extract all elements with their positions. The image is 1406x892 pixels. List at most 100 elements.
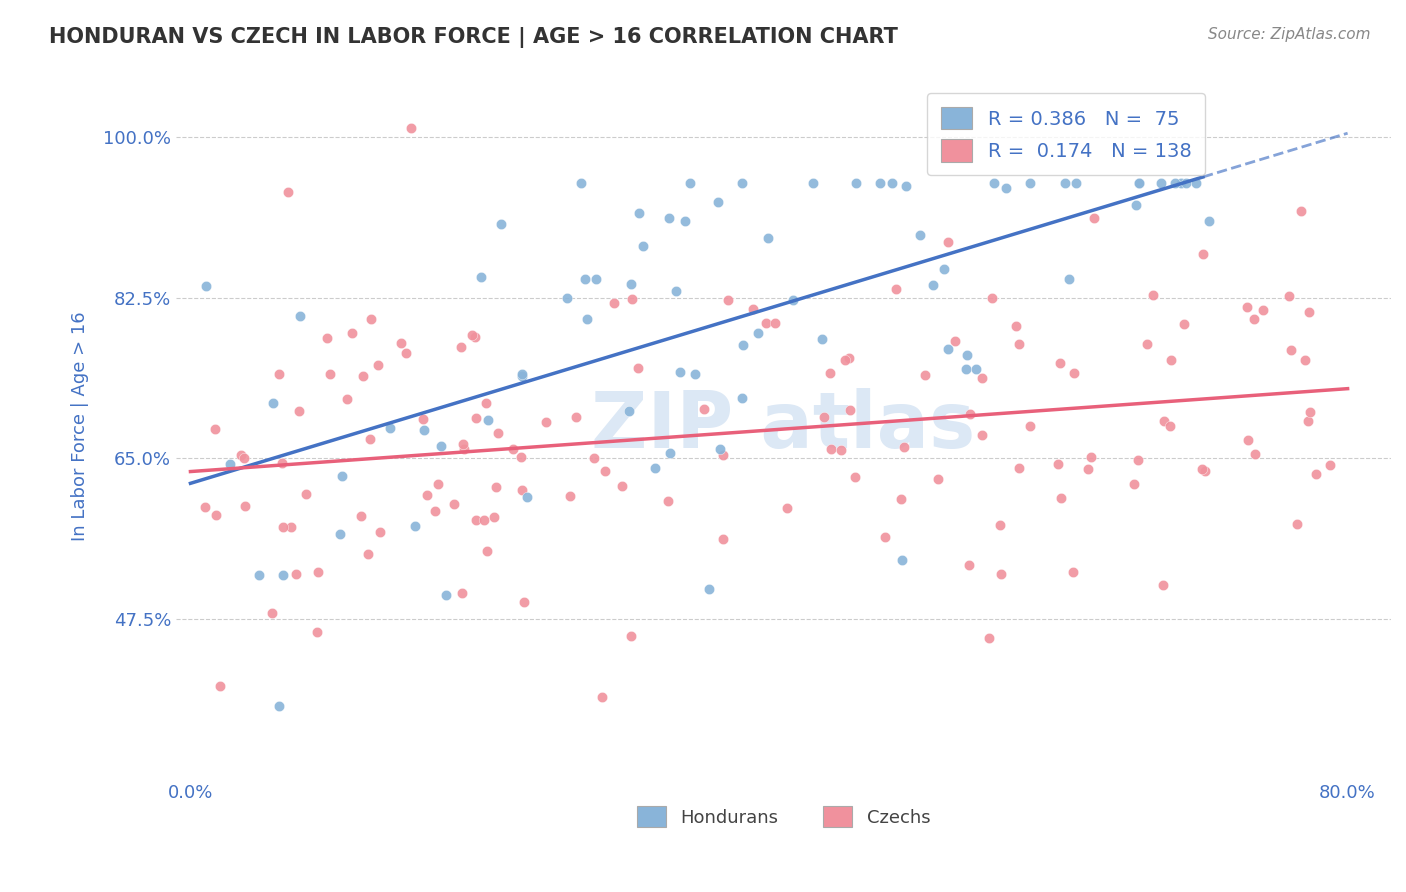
Point (990, 566, 1012, 581)
Point (477, 412, 499, 426)
Point (513, 595, 536, 609)
Point (908, 227, 931, 242)
Point (510, 368, 533, 382)
Point (658, 211, 681, 226)
Point (307, 624, 329, 639)
Point (756, 231, 779, 245)
Point (1153, 414, 1175, 428)
Point (233, 499, 256, 513)
Point (1047, 457, 1070, 471)
Point (1128, 176, 1150, 190)
Point (352, 368, 374, 383)
Point (956, 348, 979, 362)
Point (1125, 198, 1147, 212)
Point (620, 277, 643, 291)
Point (231, 448, 253, 462)
Text: Source: ZipAtlas.com: Source: ZipAtlas.com (1208, 27, 1371, 42)
Point (591, 690, 613, 704)
Point (489, 217, 512, 231)
Point (287, 404, 309, 418)
Point (1128, 176, 1150, 190)
Point (269, 367, 291, 381)
Point (922, 278, 945, 293)
Point (875, 530, 897, 544)
Point (1054, 176, 1077, 190)
Point (412, 412, 434, 426)
Point (603, 295, 626, 310)
Point (697, 582, 720, 596)
Point (1251, 302, 1274, 317)
Point (896, 179, 918, 194)
Point (482, 509, 505, 524)
Point (249, 567, 271, 582)
Point (1294, 353, 1316, 368)
Point (1008, 337, 1031, 351)
Point (404, 519, 426, 533)
Point (955, 362, 977, 376)
Point (260, 606, 283, 620)
Point (1150, 176, 1173, 190)
Point (329, 526, 352, 541)
Point (884, 282, 907, 296)
Point (711, 448, 734, 462)
Point (1170, 176, 1192, 190)
Point (470, 270, 492, 285)
Point (959, 407, 981, 421)
Point (834, 353, 856, 368)
Point (557, 292, 579, 306)
Point (1298, 414, 1320, 428)
Point (330, 468, 353, 483)
Point (1152, 578, 1174, 592)
Point (307, 566, 329, 580)
Point (673, 214, 696, 228)
Point (731, 391, 754, 405)
Point (465, 513, 488, 527)
Point (665, 284, 688, 298)
Point (288, 309, 311, 323)
Point (271, 456, 294, 470)
Point (350, 508, 373, 523)
Point (1122, 476, 1144, 491)
Point (1289, 203, 1312, 218)
Point (803, 176, 825, 190)
Point (1126, 452, 1149, 467)
Point (627, 205, 650, 219)
Point (516, 490, 538, 504)
Point (644, 460, 666, 475)
Point (453, 442, 475, 456)
Point (195, 278, 218, 293)
Point (869, 176, 891, 190)
Point (936, 342, 959, 356)
Point (1005, 318, 1028, 333)
Point (1281, 343, 1303, 357)
Point (565, 409, 588, 424)
Point (416, 488, 439, 502)
Point (610, 479, 633, 493)
Point (450, 586, 472, 600)
Point (474, 396, 496, 410)
Point (1298, 305, 1320, 319)
Point (880, 176, 903, 190)
Point (510, 368, 533, 383)
Point (936, 235, 959, 250)
Point (965, 361, 987, 376)
Point (733, 337, 755, 351)
Point (277, 185, 299, 199)
Point (267, 699, 290, 714)
Point (1305, 467, 1327, 481)
Point (576, 311, 599, 326)
Point (683, 368, 706, 382)
Point (1194, 464, 1216, 478)
Point (709, 442, 731, 456)
Point (569, 176, 592, 190)
Point (957, 558, 980, 572)
Point (574, 272, 596, 286)
Point (1198, 214, 1220, 228)
Point (669, 365, 692, 379)
Legend: Hondurans, Czechs: Hondurans, Czechs (630, 799, 938, 834)
Point (782, 293, 804, 307)
Point (1076, 462, 1098, 476)
Point (776, 500, 799, 515)
Point (891, 553, 914, 567)
Point (1019, 176, 1042, 190)
